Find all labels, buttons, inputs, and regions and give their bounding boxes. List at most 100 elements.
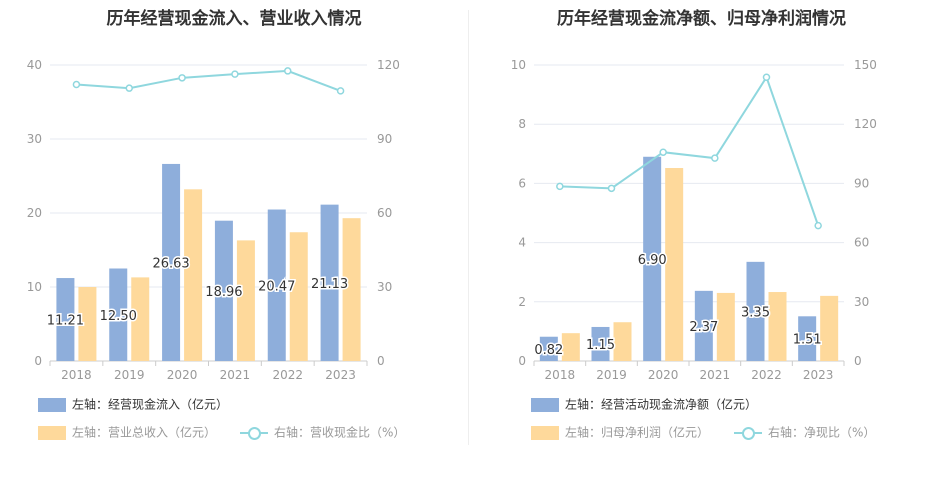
bar-secondary: [768, 292, 787, 361]
legend-item-net-profit[interactable]: 左轴：归母净利润（亿元）: [531, 424, 709, 440]
y-left-tick-label: 10: [27, 280, 42, 294]
legend-label: 左轴：经营现金流入（亿元）: [72, 397, 229, 412]
x-tick-label: 2021: [220, 368, 251, 382]
x-tick-label: 2019: [596, 368, 627, 382]
x-tick-label: 2022: [272, 368, 303, 382]
x-tick-label: 2018: [545, 368, 576, 382]
panel-divider: [468, 10, 469, 445]
y-left-tick-label: 30: [27, 132, 42, 146]
ratio-point: [336, 87, 345, 95]
bar-data-label: 1.51: [793, 333, 822, 348]
legend-item-cash-inflow[interactable]: 左轴：经营现金流入（亿元）: [38, 396, 228, 412]
ratio-point: [814, 221, 822, 230]
ratio-line: [76, 69, 341, 92]
ratio-point: [284, 67, 292, 75]
legend-line-marker: [240, 426, 268, 440]
legend-label: 左轴：归母净利润（亿元）: [565, 425, 710, 440]
bar-data-label: 20.47: [258, 279, 295, 294]
bar-data-label: 6.90: [638, 253, 667, 268]
y-right-tick-label: 150: [854, 58, 877, 72]
net-cash-profit-chart: 0 0 2 30 4 60 6 90 8 120 10 150 2018 2019 2020 2021 2022…: [511, 58, 877, 382]
bar-data-label: 12.50: [100, 309, 137, 324]
bar-data-label: 2.37: [689, 320, 718, 335]
legend-line-marker: [734, 426, 762, 440]
ratio-point: [607, 184, 616, 193]
x-tick-label: 2019: [114, 368, 145, 382]
y-right-tick-label: 90: [854, 176, 869, 190]
bar-data-label: 3.35: [741, 305, 770, 320]
x-tick-label: 2018: [61, 368, 92, 382]
bar-primary: [162, 163, 181, 361]
bar-data-label: 1.15: [586, 338, 615, 353]
legend-label: 左轴：营业总收入（亿元）: [72, 425, 217, 440]
x-tick-label: 2020: [648, 368, 679, 382]
y-left-tick-label: 6: [518, 176, 526, 190]
ratio-point: [711, 154, 719, 162]
legend-item-operating-net-cash[interactable]: 左轴：经营活动现金流净额（亿元）: [531, 396, 757, 412]
ratio-point: [556, 182, 564, 191]
y-left-tick-label: 20: [27, 206, 42, 220]
chart-title: 历年经营现金流净额、归母净利润情况: [557, 9, 846, 29]
bar-primary: [694, 290, 713, 361]
y-left-tick-label: 0: [518, 354, 526, 368]
bar-primary: [798, 316, 817, 361]
x-tick-label: 2022: [751, 368, 782, 382]
legend-label: 右轴：营收现金比（%）: [274, 425, 406, 440]
y-right-tick-label: 0: [377, 354, 385, 368]
bar-secondary: [613, 322, 632, 361]
bar-secondary: [820, 295, 839, 361]
ratio-point: [231, 70, 239, 78]
bar-data-label: 21.13: [311, 277, 348, 292]
bar-secondary: [665, 168, 684, 361]
legend-swatch: [531, 397, 559, 412]
ratio-point: [125, 84, 133, 92]
bar-primary: [591, 326, 610, 361]
legend-item-net-cash-ratio[interactable]: 右轴：净现比（%）: [734, 424, 875, 440]
bar-primary: [56, 278, 75, 361]
legend-item-total-revenue[interactable]: 左轴：营业总收入（亿元）: [38, 424, 216, 440]
y-left-tick-label: 0: [34, 354, 42, 368]
bar-data-label: 18.96: [205, 285, 242, 300]
y-right-tick-label: 0: [854, 354, 862, 368]
legend-swatch: [38, 397, 66, 412]
y-right-tick-label: 120: [854, 117, 877, 131]
bar-secondary: [289, 232, 308, 361]
legend-label: 左轴：经营活动现金流净额（亿元）: [565, 397, 758, 412]
y-left-tick-label: 8: [518, 117, 526, 131]
chart-title: 历年经营现金流入、营业收入情况: [106, 9, 362, 29]
bar-data-label: 0.82: [534, 343, 563, 358]
bar-primary: [320, 204, 339, 361]
legend-label: 右轴：净现比（%）: [768, 425, 876, 440]
bar-secondary: [342, 218, 361, 361]
y-left-tick-label: 2: [518, 295, 526, 309]
ratio-point: [659, 148, 667, 156]
legend-swatch: [531, 425, 559, 440]
ratio-line: [559, 74, 820, 226]
bar-secondary: [561, 333, 580, 361]
y-right-tick-label: 30: [854, 295, 869, 309]
cash-inflow-revenue-panel: 历年经营现金流入、营业收入情况 0 0 10 30 20 60 30 90 40 120 2018 2…: [27, 9, 405, 440]
y-right-tick-label: 60: [854, 236, 869, 250]
bar-data-label: 11.21: [47, 314, 84, 329]
cash-inflow-revenue-chart: 0 0 10 30 20 60 30 90 40 120 2018 2019 2020 2021 2022 2…: [27, 58, 400, 382]
x-tick-label: 2023: [325, 368, 356, 382]
y-right-tick-label: 30: [377, 280, 392, 294]
bar-primary: [539, 336, 558, 361]
ratio-point: [762, 73, 771, 81]
bar-secondary: [131, 277, 150, 361]
bar-data-label: 26.63: [152, 256, 189, 271]
y-right-tick-label: 90: [377, 132, 392, 146]
legend-swatch: [38, 425, 66, 440]
bar-primary: [267, 209, 286, 361]
bar-primary: [746, 261, 765, 361]
y-left-tick-label: 4: [518, 236, 526, 250]
bar-secondary: [716, 292, 735, 361]
y-left-tick-label: 40: [27, 58, 42, 72]
bar-primary: [109, 268, 128, 361]
net-cash-profit-panel: 历年经营现金流净额、归母净利润情况 0 0 2 30 4 60 6 90 8 120 10 150 20…: [468, 0, 935, 480]
y-right-tick-label: 60: [377, 206, 392, 220]
legend-item-revenue-cash-ratio[interactable]: 右轴：营收现金比（%）: [240, 424, 405, 440]
x-tick-label: 2020: [167, 368, 198, 382]
bar-primary: [214, 220, 233, 361]
bar-secondary: [78, 287, 97, 361]
